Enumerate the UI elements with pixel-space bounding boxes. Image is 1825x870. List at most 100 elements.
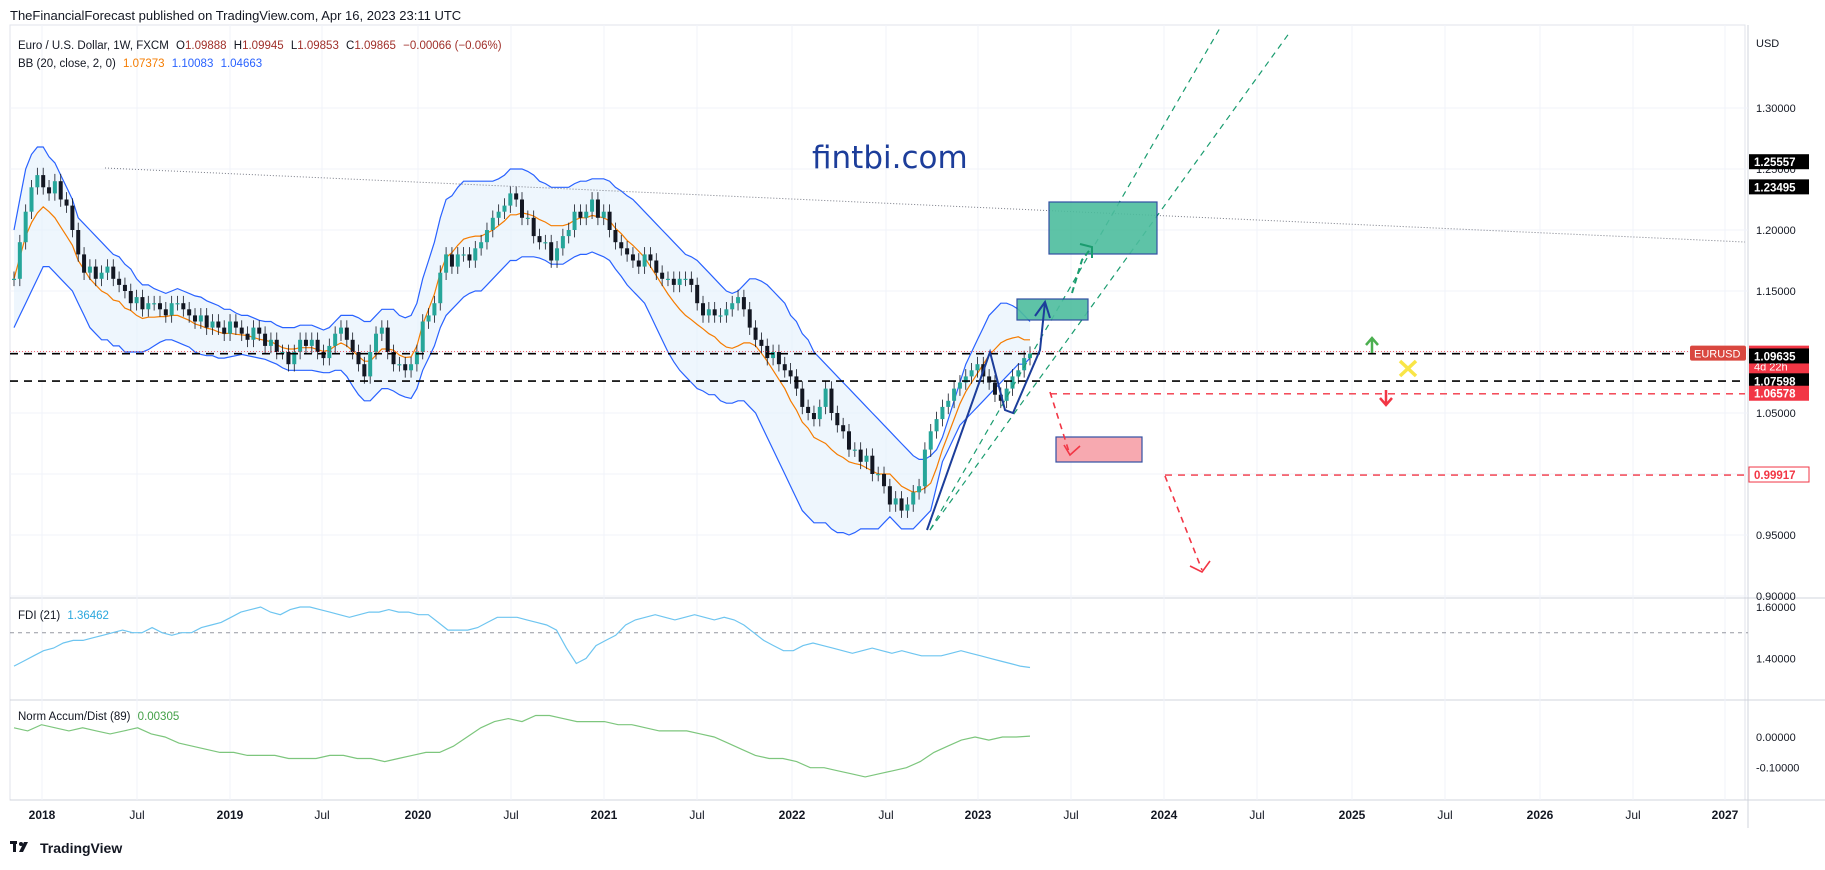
candle-body — [882, 474, 887, 487]
time-tick-label: Jul — [1625, 808, 1640, 822]
candle-body — [93, 266, 98, 279]
price-tag — [1749, 385, 1809, 401]
candle-body — [817, 406, 822, 420]
candle-body — [555, 248, 560, 261]
red-down-arrow-icon — [1379, 390, 1393, 407]
candle-body — [35, 175, 40, 188]
fdi-tick-label: 1.40000 — [1756, 653, 1796, 665]
candle-body — [157, 303, 162, 310]
bb-lower-value: 1.04663 — [220, 58, 263, 70]
candle-body — [193, 315, 198, 322]
candle-body — [379, 327, 384, 334]
price-tag — [1749, 179, 1809, 195]
candle-body — [572, 211, 577, 230]
candle-body — [12, 278, 16, 280]
time-tick-label: Jul — [878, 808, 893, 822]
candle-body — [163, 309, 168, 316]
candle-body — [496, 211, 501, 218]
candle-body — [753, 327, 758, 340]
price-tag-text: 0.99917 — [1754, 470, 1796, 482]
candle-body — [128, 291, 133, 304]
candle-body — [619, 242, 624, 249]
close-value: 1.09865 — [354, 40, 396, 52]
candle-body — [222, 327, 227, 334]
candle-body — [841, 425, 846, 432]
low-label: L — [290, 40, 298, 52]
high-label: H — [233, 40, 243, 52]
nad-value: 0.00305 — [137, 711, 180, 723]
candle-body — [280, 352, 285, 354]
candle-body — [52, 181, 57, 194]
candle-body — [858, 449, 863, 462]
projection-path-green — [1071, 246, 1093, 294]
candle-body — [969, 370, 974, 377]
candle-body — [829, 388, 834, 413]
trendline-dotted — [104, 167, 1746, 243]
price-tick-label: 1.30000 — [1756, 103, 1796, 115]
tradingview-logo-icon — [10, 840, 34, 856]
candle-body — [1010, 376, 1015, 389]
candle-body — [263, 333, 268, 346]
time-tick-label: Jul — [129, 808, 144, 822]
candle-body — [23, 211, 28, 243]
price-tag-text: 1.06578 — [1754, 389, 1796, 401]
fintbi-watermark: fintbi.com — [812, 140, 968, 176]
candle-body — [946, 400, 951, 407]
candle-body — [391, 352, 396, 365]
candle-body — [368, 352, 373, 377]
candle-body — [683, 278, 688, 280]
bb-fill — [14, 147, 1030, 535]
candle-body — [525, 217, 530, 219]
candle-body — [41, 175, 46, 188]
candle-body — [911, 492, 916, 505]
candle-body — [461, 254, 466, 256]
candle-body — [327, 345, 332, 359]
close-label: C — [346, 40, 355, 52]
candle-body — [169, 303, 174, 316]
candle-body — [852, 449, 857, 451]
candle-body — [928, 431, 933, 450]
candle-body — [584, 211, 589, 218]
candle-body — [794, 376, 799, 389]
time-tick-label: 2025 — [1339, 808, 1366, 822]
candle-body — [776, 352, 781, 365]
time-tick-label: 2027 — [1712, 808, 1739, 822]
fdi-line — [13, 606, 1031, 669]
candle-body — [823, 388, 828, 407]
candle-body — [689, 278, 694, 285]
candle-body — [975, 364, 980, 371]
candle-body — [560, 236, 565, 249]
symbol-name: Euro / U.S. Dollar, 1W, FXCM — [18, 40, 169, 52]
candle-body — [309, 339, 314, 346]
price-tag — [1749, 348, 1809, 364]
candle-body — [543, 242, 548, 244]
candle-body — [747, 309, 752, 328]
candle-body — [29, 187, 34, 212]
candle-body — [257, 327, 262, 334]
candle-body — [566, 230, 571, 237]
candle-body — [630, 254, 635, 261]
candle-body — [905, 504, 910, 511]
candle-body — [490, 217, 495, 230]
time-tick-label: 2022 — [779, 808, 806, 822]
time-tick-label: 2026 — [1527, 808, 1554, 822]
channel-lower-line — [929, 31, 1291, 531]
candle-body — [321, 352, 326, 359]
candle-body — [315, 339, 320, 352]
candle-body — [514, 193, 519, 200]
candle-body — [274, 339, 279, 352]
candle-body — [58, 181, 63, 200]
candle-body — [502, 205, 507, 212]
time-tick-label: 2021 — [591, 808, 618, 822]
bb-lower-line — [13, 251, 1031, 536]
candle-body — [601, 211, 606, 218]
candle-body — [76, 230, 81, 255]
tradingview-brand: TradingView — [40, 840, 123, 856]
candle-body — [47, 187, 52, 194]
candle-body — [64, 199, 69, 206]
candle-body — [426, 315, 431, 322]
candle-body — [204, 315, 209, 328]
price-tag — [1748, 466, 1810, 483]
time-tick-label: Jul — [1437, 808, 1452, 822]
